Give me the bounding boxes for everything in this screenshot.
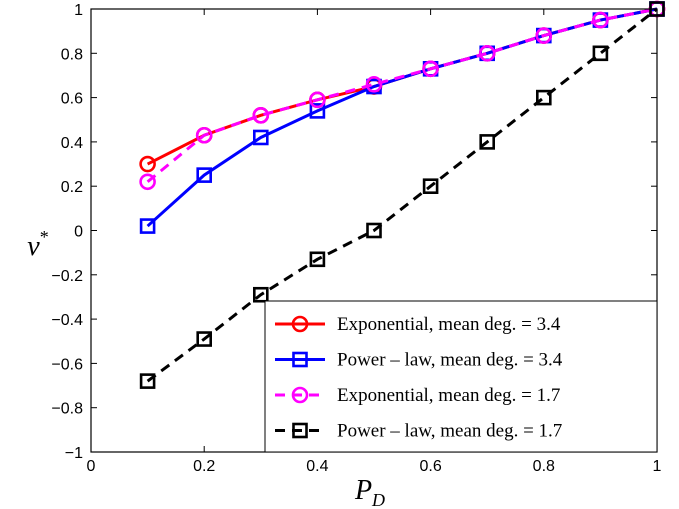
x-axis-label-main: P — [354, 475, 372, 506]
series-line — [146, 7, 658, 383]
x-tick-label: 1 — [653, 458, 662, 475]
data-point — [422, 60, 439, 78]
legend-marker — [292, 422, 308, 439]
y-tick-label: 0.6 — [61, 91, 83, 108]
legend-marker — [292, 351, 308, 368]
x-tick-label: 0.4 — [306, 458, 328, 475]
y-tick-label: −0.4 — [51, 312, 83, 329]
x-axis-label: PD — [354, 475, 385, 509]
y-tick-label: 1 — [74, 2, 83, 19]
data-point — [139, 173, 156, 191]
data-point — [478, 44, 496, 62]
legend-entry: Exponential, mean deg. = 3.4 — [275, 314, 561, 335]
data-point — [252, 107, 270, 124]
data-point — [309, 251, 326, 268]
data-point — [422, 178, 439, 194]
y-tick-label: 0 — [74, 224, 83, 241]
legend: Exponential, mean deg. = 3.4 Power – law,… — [264, 300, 658, 453]
legend-entry: Exponential, mean deg. = 1.7 — [275, 385, 560, 406]
legend-label: Exponential, mean deg. = 3.4 — [337, 314, 561, 335]
x-axis-label-sub: D — [371, 490, 385, 509]
legend-label: Power – law, mean deg. = 3.4 — [337, 350, 563, 371]
data-point — [195, 126, 213, 144]
data-point — [253, 129, 269, 146]
series-line — [146, 7, 658, 166]
y-tick-label: −0.2 — [51, 268, 83, 285]
data-point — [535, 89, 552, 106]
y-tick-label: −0.6 — [51, 356, 83, 373]
y-tick-label: 0.2 — [61, 179, 83, 196]
series-line — [146, 7, 658, 183]
plot-lines — [139, 0, 666, 389]
legend-label: Exponential, mean deg. = 1.7 — [337, 385, 560, 406]
legend-entry: Power – law, mean deg. = 1.7 — [275, 421, 562, 442]
series-line — [146, 7, 658, 228]
legend-label: Power – law, mean deg. = 1.7 — [337, 421, 562, 442]
y-tick-label: −1 — [65, 445, 83, 462]
data-point — [196, 331, 212, 347]
legend-marker — [291, 386, 309, 404]
legend-marker — [291, 315, 309, 333]
axis-ticks: 0 0.2 0.4 0.6 0.8 1 −1 −0.8 −0.6 −0.4 −0.2 0 0.2 0.4 0… — [51, 2, 661, 475]
legend-box — [264, 300, 658, 453]
data-point — [365, 76, 383, 93]
data-point — [592, 11, 609, 29]
x-tick-label: 0.2 — [193, 458, 215, 475]
data-point — [309, 103, 326, 119]
series-3 — [139, 0, 666, 191]
y-tick-label: −0.8 — [51, 401, 83, 418]
data-point — [253, 286, 269, 303]
data-point — [479, 134, 496, 150]
series-2 — [139, 1, 665, 234]
series-4 — [139, 1, 665, 389]
y-axis-label-main: v — [27, 231, 40, 262]
y-axis-label-sup: * — [40, 227, 49, 247]
y-axis-label: v* — [27, 227, 48, 262]
data-point — [196, 167, 212, 183]
x-tick-label: 0 — [87, 458, 96, 475]
y-tick-label: 0.8 — [61, 46, 83, 63]
data-point — [535, 27, 553, 44]
legend-entry: Power – law, mean deg. = 3.4 — [275, 350, 563, 371]
data-point — [139, 373, 156, 389]
y-tick-label: 0.4 — [61, 135, 83, 152]
x-tick-label: 0.8 — [533, 458, 555, 475]
data-point — [366, 222, 382, 239]
data-point — [309, 91, 326, 109]
data-point — [139, 218, 156, 234]
x-tick-label: 0.6 — [419, 458, 441, 475]
data-point — [592, 45, 609, 62]
data-point — [139, 155, 156, 173]
series-1 — [139, 0, 666, 173]
